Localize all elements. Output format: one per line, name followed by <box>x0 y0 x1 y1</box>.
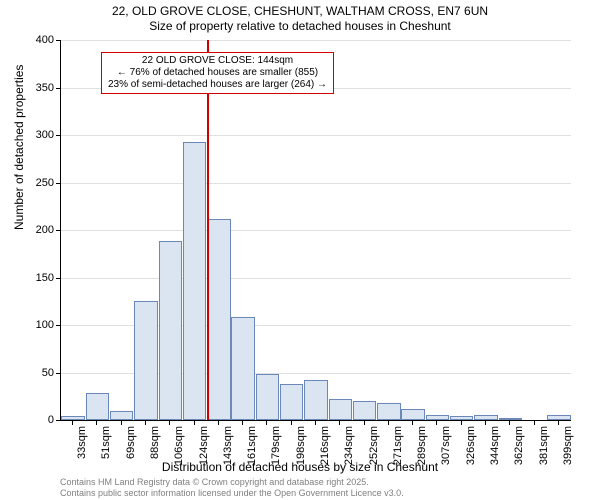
xtick-mark <box>485 420 486 425</box>
bar <box>329 399 353 420</box>
gridline <box>61 135 571 136</box>
x-axis-title: Distribution of detached houses by size … <box>0 460 600 474</box>
y-axis-title: Number of detached properties <box>12 65 26 230</box>
xtick-mark <box>558 420 559 425</box>
xtick-mark <box>339 420 340 425</box>
xtick-mark <box>218 420 219 425</box>
bar <box>547 415 571 420</box>
ytick-mark <box>56 420 61 421</box>
marker-line <box>207 40 209 420</box>
ytick-label: 200 <box>36 224 54 236</box>
ytick-mark <box>56 278 61 279</box>
ytick-label: 350 <box>36 82 54 94</box>
ytick-mark <box>56 230 61 231</box>
xtick-label: 33sqm <box>76 426 88 459</box>
xtick-mark <box>169 420 170 425</box>
bar <box>231 317 255 420</box>
bar <box>183 142 207 420</box>
ytick-label: 300 <box>36 129 54 141</box>
ytick-mark <box>56 183 61 184</box>
xtick-mark <box>194 420 195 425</box>
bar <box>353 401 377 420</box>
ytick-label: 150 <box>36 272 54 284</box>
ytick-label: 400 <box>36 34 54 46</box>
bar <box>207 219 231 420</box>
xtick-mark <box>364 420 365 425</box>
bar <box>256 374 280 420</box>
xtick-mark <box>509 420 510 425</box>
xtick-mark <box>412 420 413 425</box>
xtick-mark <box>121 420 122 425</box>
bar <box>304 380 328 420</box>
annotation-box: 22 OLD GROVE CLOSE: 144sqm← 76% of detac… <box>101 52 334 94</box>
chart-region: 22 OLD GROVE CLOSE: 144sqm← 76% of detac… <box>60 40 570 420</box>
xtick-label: 69sqm <box>125 426 137 459</box>
ytick-label: 0 <box>48 414 54 426</box>
xtick-mark <box>72 420 73 425</box>
title-block: 22, OLD GROVE CLOSE, CHESHUNT, WALTHAM C… <box>0 0 600 34</box>
ytick-mark <box>56 88 61 89</box>
annotation-line: 23% of semi-detached houses are larger (… <box>108 79 327 91</box>
ytick-mark <box>56 373 61 374</box>
annotation-line: 22 OLD GROVE CLOSE: 144sqm <box>108 55 327 67</box>
ytick-mark <box>56 40 61 41</box>
xtick-label: 88sqm <box>149 426 161 459</box>
xtick-mark <box>242 420 243 425</box>
xtick-mark <box>266 420 267 425</box>
title-line-2: Size of property relative to detached ho… <box>0 19 600 34</box>
xtick-mark <box>436 420 437 425</box>
bar <box>159 241 183 420</box>
xtick-mark <box>388 420 389 425</box>
gridline <box>61 278 571 279</box>
bar <box>134 301 158 420</box>
xtick-mark <box>315 420 316 425</box>
chart-container: 22, OLD GROVE CLOSE, CHESHUNT, WALTHAM C… <box>0 0 600 500</box>
annotation-line: ← 76% of detached houses are smaller (85… <box>108 67 327 79</box>
bar <box>377 403 401 420</box>
ytick-mark <box>56 325 61 326</box>
plot-area: 22 OLD GROVE CLOSE: 144sqm← 76% of detac… <box>60 40 571 421</box>
xtick-mark <box>461 420 462 425</box>
title-line-1: 22, OLD GROVE CLOSE, CHESHUNT, WALTHAM C… <box>0 4 600 19</box>
gridline <box>61 183 571 184</box>
xtick-mark <box>291 420 292 425</box>
footer-line-2: Contains public sector information licen… <box>60 488 404 499</box>
bar <box>110 411 134 421</box>
xtick-mark <box>534 420 535 425</box>
footer-attribution: Contains HM Land Registry data © Crown c… <box>60 477 404 499</box>
ytick-label: 250 <box>36 177 54 189</box>
footer-line-1: Contains HM Land Registry data © Crown c… <box>60 477 404 488</box>
bar <box>86 393 110 420</box>
gridline <box>61 230 571 231</box>
bar <box>401 409 425 420</box>
xtick-mark <box>96 420 97 425</box>
ytick-label: 100 <box>36 319 54 331</box>
gridline <box>61 40 571 41</box>
xtick-mark <box>145 420 146 425</box>
bar <box>280 384 304 420</box>
ytick-mark <box>56 135 61 136</box>
xtick-label: 51sqm <box>100 426 112 459</box>
ytick-label: 50 <box>42 367 54 379</box>
